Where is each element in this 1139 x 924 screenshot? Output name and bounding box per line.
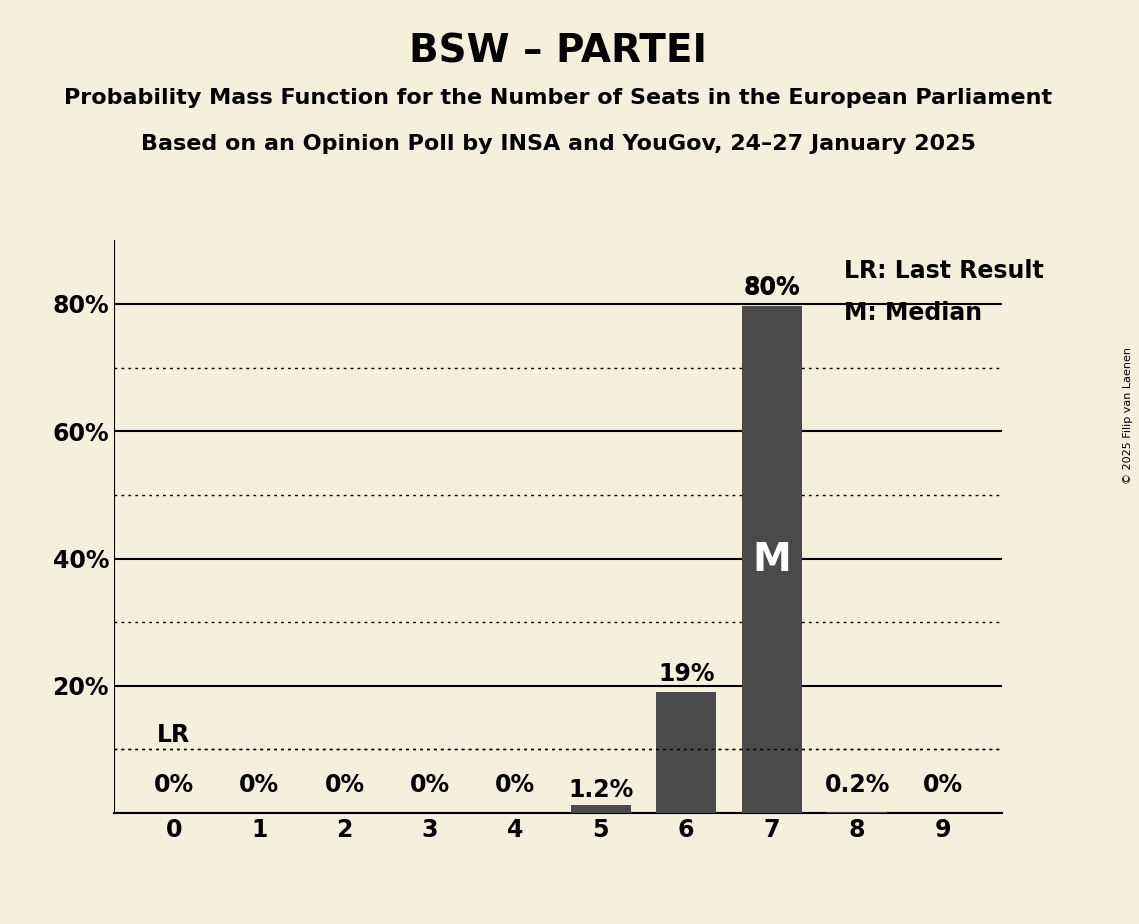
Text: LR: LR [157,723,190,747]
Bar [571,806,631,813]
Text: M: Median: M: Median [844,300,983,324]
Text: Probability Mass Function for the Number of Seats in the European Parliament: Probability Mass Function for the Number… [64,88,1052,108]
Text: 0%: 0% [325,773,364,797]
Text: 0%: 0% [410,773,450,797]
Text: 80%: 80% [744,274,800,298]
Bar [741,307,802,813]
Text: © 2025 Filip van Laenen: © 2025 Filip van Laenen [1123,347,1133,484]
Text: 80%: 80% [744,276,800,300]
Text: 0.2%: 0.2% [825,773,890,797]
Text: 0%: 0% [239,773,279,797]
Text: 0%: 0% [154,773,194,797]
Text: 19%: 19% [658,662,714,686]
Text: BSW – PARTEI: BSW – PARTEI [409,32,707,70]
Bar [827,812,887,813]
Text: 1.2%: 1.2% [568,778,633,802]
Text: M: M [752,541,792,578]
Bar [656,692,716,813]
Text: LR: Last Result: LR: Last Result [844,260,1044,284]
Text: 0%: 0% [495,773,535,797]
Text: Based on an Opinion Poll by INSA and YouGov, 24–27 January 2025: Based on an Opinion Poll by INSA and You… [141,134,975,154]
Text: 0%: 0% [923,773,962,797]
